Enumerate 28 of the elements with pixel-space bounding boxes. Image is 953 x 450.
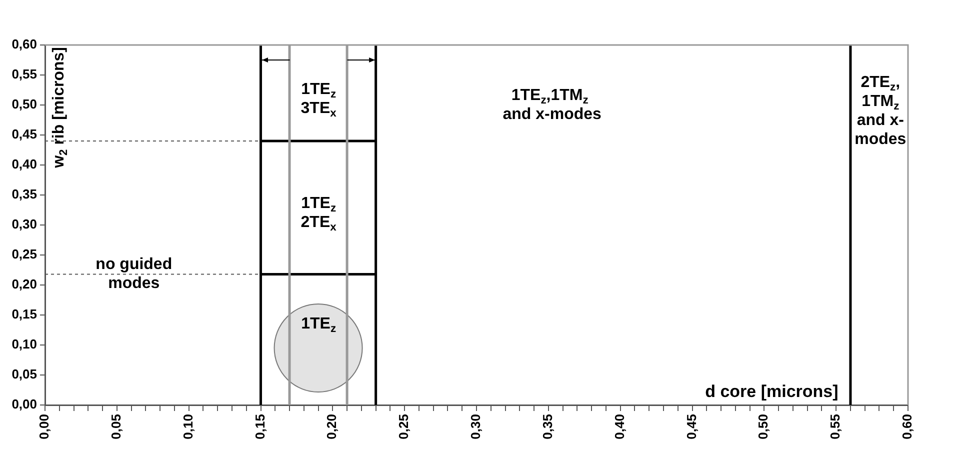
y-tick-label: 0,60 <box>12 36 37 52</box>
x-tick-label: 0,10 <box>180 414 196 440</box>
y-axis-title: w2 rib [microns] <box>50 47 70 169</box>
x-tick-label: 0,55 <box>828 414 843 440</box>
y-tick-label: 0,40 <box>12 156 37 172</box>
y-tick-label: 0,10 <box>12 336 37 352</box>
x-tick-label: 0,40 <box>612 414 627 440</box>
y-tick-label: 0,50 <box>12 96 37 112</box>
y-tick-label: 0,55 <box>12 66 37 82</box>
y-tick-label: 0,00 <box>12 396 37 412</box>
x-tick-label: 0,30 <box>468 414 484 440</box>
y-tick-label: 0,05 <box>12 366 37 382</box>
x-tick-label: 0,45 <box>684 414 699 440</box>
x-tick-label: 0,15 <box>252 414 268 440</box>
y-tick-label: 0,25 <box>12 246 37 262</box>
x-tick-label: 0,50 <box>756 414 771 440</box>
y-tick-label: 0,30 <box>12 216 37 232</box>
y-tick-label: 0,45 <box>12 126 37 142</box>
y-tick-label: 0,15 <box>12 306 37 322</box>
annotation: no guided modes <box>96 256 172 292</box>
x-tick-label: 0,20 <box>324 414 340 440</box>
y-tick-label: 0,20 <box>12 276 37 292</box>
x-tick-label: 0,25 <box>396 414 412 440</box>
x-axis-title: d core [microns] <box>705 382 838 402</box>
y-tick-label: 0,35 <box>12 186 37 202</box>
x-tick-label: 0,60 <box>900 414 915 440</box>
x-tick-label: 0,05 <box>108 414 124 440</box>
x-tick-label: 0,35 <box>540 414 555 440</box>
